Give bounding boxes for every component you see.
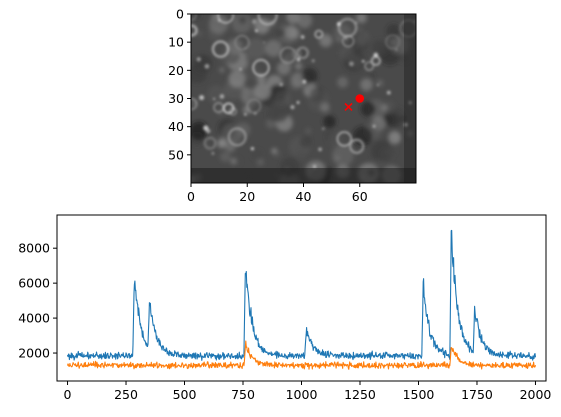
y-tick-label: 6000 <box>18 276 50 291</box>
image-panel: 0 20 40 60 0 10 20 30 40 50 <box>168 7 417 204</box>
series-line-1 <box>66 340 537 370</box>
x-tick-label: 20 <box>239 189 255 204</box>
x-tick-label: 0 <box>187 189 195 204</box>
image-markers <box>344 94 365 112</box>
x-tick-label: 60 <box>352 189 368 204</box>
line-y-ticks: 2000 4000 6000 8000 <box>18 241 57 361</box>
y-tick-label: 10 <box>168 35 184 50</box>
x-tick-label: 1000 <box>286 387 318 402</box>
x-tick-label: 500 <box>173 387 197 402</box>
y-tick-label: 0 <box>176 7 184 22</box>
marker-x <box>344 102 353 112</box>
y-tick-label: 40 <box>168 119 184 134</box>
line-series-group <box>66 229 537 370</box>
y-tick-label: 50 <box>168 147 184 162</box>
line-x-ticks: 0 250 500 750 1000 1250 1500 1750 2000 <box>64 381 552 402</box>
y-tick-label: 4000 <box>18 311 50 326</box>
marker-circle <box>355 94 365 103</box>
y-tick-label: 20 <box>168 63 184 78</box>
x-tick-label: 750 <box>231 387 255 402</box>
y-tick-label: 2000 <box>18 346 50 361</box>
x-tick-label: 1500 <box>403 387 435 402</box>
x-tick-label: 250 <box>114 387 138 402</box>
series-line-0 <box>66 229 537 361</box>
image-y-ticks: 0 10 20 30 40 50 <box>168 7 191 162</box>
y-tick-label: 8000 <box>18 241 50 256</box>
x-tick-label: 1750 <box>461 387 493 402</box>
x-tick-label: 40 <box>296 189 312 204</box>
image-x-ticks: 0 20 40 60 <box>187 183 368 204</box>
line-panel: 0 250 500 750 1000 1250 1500 1750 2000 2000 4000 6… <box>18 214 552 402</box>
x-tick-label: 2000 <box>520 387 552 402</box>
image-heatmap <box>191 14 416 183</box>
x-tick-label: 0 <box>64 387 72 402</box>
y-tick-label: 30 <box>168 91 184 106</box>
x-tick-label: 1250 <box>344 387 376 402</box>
